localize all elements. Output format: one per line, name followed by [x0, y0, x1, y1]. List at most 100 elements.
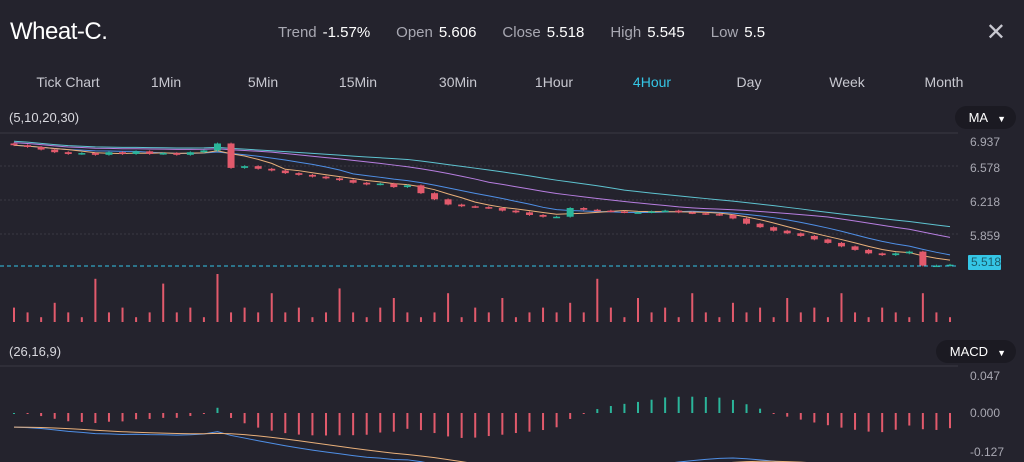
- candle-body: [227, 143, 235, 168]
- volume-bar: [162, 283, 165, 322]
- volume-bar: [881, 307, 884, 322]
- tab-month[interactable]: Month: [924, 74, 964, 90]
- macd-histogram-bar: [908, 413, 911, 426]
- last-price-label: 5.518: [971, 255, 1001, 269]
- indicator-dropdown-macd[interactable]: MACD ▼: [935, 340, 1016, 363]
- candle-body: [24, 145, 32, 147]
- candle-body: [105, 152, 113, 155]
- candle-body: [64, 152, 72, 154]
- candle-body: [200, 150, 208, 153]
- candle-body: [390, 183, 398, 188]
- macd-histogram-bar: [325, 413, 327, 436]
- macd-tick-label: 0.000: [970, 406, 1000, 420]
- volume-bar: [447, 293, 450, 322]
- tab-30min[interactable]: 30Min: [438, 74, 478, 90]
- candle-body: [661, 210, 669, 213]
- macd-histogram-bar: [840, 413, 843, 428]
- ma20-line: [13, 142, 951, 238]
- macd-histogram-bar: [202, 413, 205, 414]
- macd-histogram-bar: [921, 413, 924, 430]
- candle-body: [715, 214, 723, 216]
- macd-histogram-bar: [175, 413, 178, 418]
- volume-bar: [53, 302, 56, 322]
- stat-close: Close 5.518: [502, 24, 584, 41]
- volume-bar: [121, 307, 124, 322]
- macd-histogram-bar: [881, 413, 884, 433]
- candle-body: [634, 212, 642, 214]
- macd-histogram-bar: [704, 397, 707, 413]
- volume-bar: [935, 312, 938, 322]
- candle-body: [932, 265, 940, 268]
- macd-histogram-bar: [555, 413, 558, 428]
- macd-histogram-bar: [501, 413, 504, 435]
- tab-15min[interactable]: 15Min: [338, 74, 378, 90]
- candle-body: [91, 153, 99, 155]
- volume-bar: [582, 312, 585, 322]
- last-price-badge: [968, 255, 1001, 270]
- volume-bar: [433, 312, 436, 322]
- volume-bar: [867, 317, 870, 322]
- volume-bar: [419, 317, 422, 322]
- candle-body: [308, 174, 316, 177]
- volume-bar: [257, 312, 260, 322]
- macd-histogram-bar: [650, 399, 653, 413]
- instrument-title: Wheat-C.: [10, 18, 108, 45]
- macd-histogram-bar: [731, 399, 734, 413]
- candle-body: [458, 204, 466, 207]
- stat-value: 5.606: [438, 24, 477, 41]
- tab-1hour[interactable]: 1Hour: [534, 74, 574, 90]
- macd-histogram-bar: [813, 413, 816, 423]
- tab-1min[interactable]: 1Min: [150, 74, 182, 90]
- volume-bar: [67, 312, 70, 322]
- ma5-line: [13, 144, 951, 261]
- tab-4hour[interactable]: 4Hour: [632, 74, 672, 90]
- volume-bar: [352, 312, 355, 322]
- macd-histogram-bar: [270, 413, 273, 431]
- timeframe-tabs: Tick Chart 1Min 5Min 15Min 30Min 1Hour 4Hour Da…: [0, 74, 1024, 94]
- candle-body: [349, 180, 357, 183]
- macd-histogram-bar: [867, 413, 870, 432]
- macd-histogram-bar: [786, 413, 789, 417]
- close-icon[interactable]: ✕: [985, 19, 1006, 46]
- macd-histogram-bar: [338, 413, 341, 436]
- macd-histogram-bar: [148, 413, 151, 419]
- macd-histogram-bar: [528, 413, 531, 432]
- candle-body: [688, 212, 696, 214]
- candle-body: [620, 211, 628, 213]
- macd-histogram-bar: [284, 413, 287, 434]
- stat-trend: Trend -1.57%: [278, 24, 370, 41]
- volume-bar: [202, 317, 205, 322]
- tab-tick-chart[interactable]: Tick Chart: [36, 74, 100, 90]
- stat-label: Open: [396, 24, 433, 41]
- candle-body: [241, 166, 249, 168]
- quote-stats: Trend -1.57% Open 5.606 Close 5.518 High 5.545 L…: [278, 24, 765, 41]
- candle-body: [78, 153, 86, 155]
- macd-histogram-bar: [949, 413, 951, 429]
- candle-body: [702, 213, 710, 215]
- tab-day[interactable]: Day: [736, 74, 762, 90]
- candle-body: [919, 251, 927, 266]
- macd-histogram-bar: [854, 413, 857, 430]
- volume-bar: [759, 307, 762, 322]
- macd-histogram-bar: [487, 413, 490, 437]
- stat-label: Low: [710, 24, 739, 41]
- candle-body: [892, 253, 900, 256]
- candle-body: [824, 239, 832, 243]
- tab-week[interactable]: Week: [829, 74, 865, 90]
- macd-histogram-bar: [297, 413, 300, 435]
- candle-body: [471, 206, 479, 208]
- indicator-label: MA: [968, 110, 989, 125]
- candle-body: [37, 146, 45, 150]
- candle-body: [132, 151, 140, 154]
- chevron-down-icon: ▼: [997, 348, 1006, 358]
- macd-histogram-bar: [460, 413, 463, 438]
- macd-histogram-bar: [189, 413, 192, 416]
- macd-histogram-bar: [352, 413, 355, 436]
- macd-histogram-bar: [799, 413, 802, 420]
- indicator-dropdown-ma[interactable]: MA ▼: [954, 106, 1016, 129]
- volume-bar: [921, 293, 924, 322]
- tab-5min[interactable]: 5Min: [247, 74, 279, 90]
- volume-bar: [501, 298, 504, 322]
- stat-high: High 5.545: [610, 24, 684, 41]
